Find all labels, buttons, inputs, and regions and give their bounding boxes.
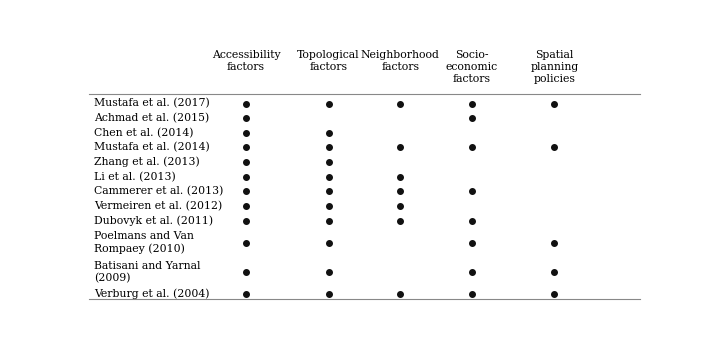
Text: Mustafa et al. (2017): Mustafa et al. (2017) [95, 99, 210, 109]
Text: Verburg et al. (2004): Verburg et al. (2004) [95, 289, 210, 299]
Text: Batisani and Yarnal
(2009): Batisani and Yarnal (2009) [95, 261, 201, 283]
Text: Li et al. (2013): Li et al. (2013) [95, 171, 176, 182]
Text: Mustafa et al. (2014): Mustafa et al. (2014) [95, 142, 210, 153]
Text: Cammerer et al. (2013): Cammerer et al. (2013) [95, 186, 224, 196]
Text: Dubovyk et al. (2011): Dubovyk et al. (2011) [95, 215, 213, 226]
Text: Achmad et al. (2015): Achmad et al. (2015) [95, 113, 210, 123]
Text: Vermeiren et al. (2012): Vermeiren et al. (2012) [95, 201, 223, 211]
Text: Socio-
economic
factors: Socio- economic factors [446, 50, 498, 83]
Text: Accessibility
factors: Accessibility factors [212, 50, 280, 72]
Text: Spatial
planning
policies: Spatial planning policies [530, 50, 579, 83]
Text: Chen et al. (2014): Chen et al. (2014) [95, 128, 194, 138]
Text: Neighborhood
factors: Neighborhood factors [360, 50, 439, 72]
Text: Zhang et al. (2013): Zhang et al. (2013) [95, 157, 200, 168]
Text: Poelmans and Van
Rompaey (2010): Poelmans and Van Rompaey (2010) [95, 232, 194, 254]
Text: Topological
factors: Topological factors [297, 50, 360, 72]
